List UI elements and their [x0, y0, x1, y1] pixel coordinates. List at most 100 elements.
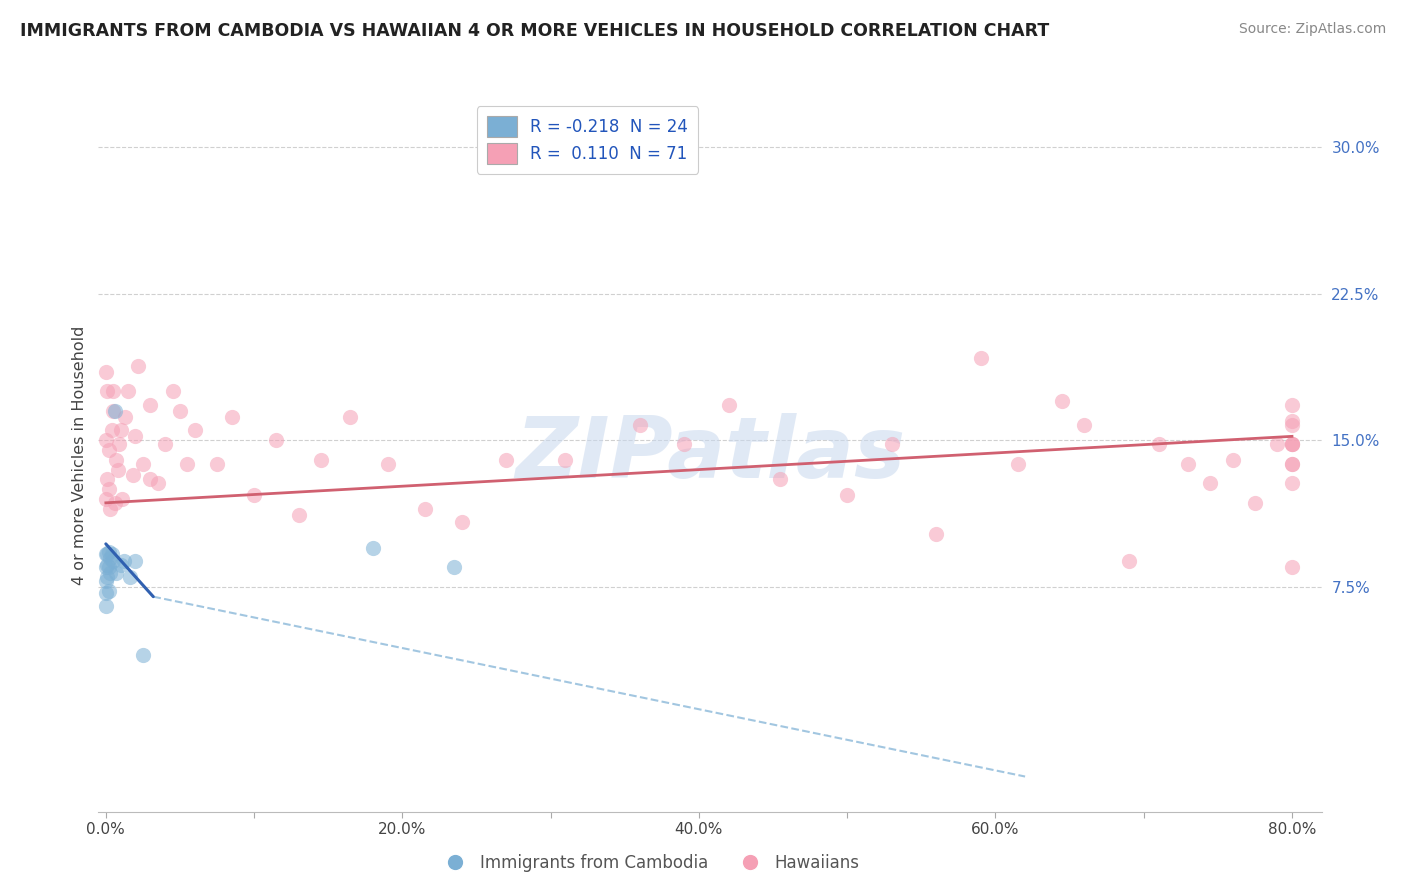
- Point: [769, 472, 792, 486]
- Point: [103, 384, 125, 399]
- Point: [413, 501, 436, 516]
- Point: [132, 457, 155, 471]
- Point: [1281, 437, 1303, 451]
- Point: [837, 488, 859, 502]
- Point: [377, 457, 399, 471]
- Point: [361, 541, 384, 555]
- Point: [1199, 476, 1222, 491]
- Point: [205, 457, 228, 471]
- Point: [97, 443, 120, 458]
- Point: [105, 566, 128, 581]
- Point: [107, 462, 129, 476]
- Point: [1281, 417, 1303, 432]
- Point: [97, 560, 120, 574]
- Text: Source: ZipAtlas.com: Source: ZipAtlas.com: [1239, 22, 1386, 37]
- Point: [112, 554, 135, 568]
- Point: [94, 547, 117, 561]
- Point: [100, 424, 122, 438]
- Point: [96, 384, 118, 399]
- Point: [495, 452, 517, 467]
- Point: [1222, 452, 1244, 467]
- Point: [1007, 457, 1029, 471]
- Point: [96, 558, 118, 573]
- Point: [94, 434, 117, 448]
- Point: [127, 359, 149, 373]
- Point: [1281, 476, 1303, 491]
- Point: [121, 468, 143, 483]
- Point: [554, 452, 576, 467]
- Point: [104, 496, 127, 510]
- Point: [118, 570, 141, 584]
- Point: [124, 429, 146, 443]
- Point: [309, 452, 332, 467]
- Point: [1073, 417, 1095, 432]
- Point: [162, 384, 184, 399]
- Point: [1281, 398, 1303, 412]
- Point: [114, 409, 136, 424]
- Point: [1177, 457, 1199, 471]
- Point: [1281, 457, 1303, 471]
- Point: [97, 544, 120, 558]
- Point: [880, 437, 903, 451]
- Point: [108, 437, 131, 451]
- Point: [1050, 394, 1073, 409]
- Point: [1118, 554, 1140, 568]
- Point: [124, 554, 146, 568]
- Point: [969, 351, 991, 366]
- Point: [176, 457, 198, 471]
- Text: IMMIGRANTS FROM CAMBODIA VS HAWAIIAN 4 OR MORE VEHICLES IN HOUSEHOLD CORRELATION: IMMIGRANTS FROM CAMBODIA VS HAWAIIAN 4 O…: [20, 22, 1049, 40]
- Point: [139, 472, 162, 486]
- Y-axis label: 4 or more Vehicles in Household: 4 or more Vehicles in Household: [72, 326, 87, 584]
- Point: [103, 404, 125, 418]
- Point: [243, 488, 266, 502]
- Point: [339, 409, 361, 424]
- Text: ZIPatlas: ZIPatlas: [515, 413, 905, 497]
- Point: [443, 560, 465, 574]
- Point: [103, 554, 125, 568]
- Point: [287, 508, 309, 522]
- Point: [97, 482, 120, 496]
- Point: [98, 501, 121, 516]
- Point: [1281, 414, 1303, 428]
- Point: [1281, 437, 1303, 451]
- Point: [1281, 457, 1303, 471]
- Point: [132, 648, 155, 663]
- Point: [98, 566, 121, 581]
- Legend: Immigrants from Cambodia, Hawaiians: Immigrants from Cambodia, Hawaiians: [432, 847, 866, 879]
- Point: [94, 586, 117, 600]
- Point: [139, 398, 162, 412]
- Point: [1281, 437, 1303, 451]
- Point: [1244, 496, 1267, 510]
- Point: [110, 558, 132, 573]
- Point: [94, 560, 117, 574]
- Point: [117, 384, 139, 399]
- Point: [98, 550, 121, 565]
- Point: [1265, 437, 1288, 451]
- Point: [105, 452, 128, 467]
- Point: [153, 437, 176, 451]
- Point: [1147, 437, 1170, 451]
- Point: [925, 527, 948, 541]
- Point: [94, 365, 117, 379]
- Point: [221, 409, 243, 424]
- Point: [111, 491, 134, 506]
- Point: [94, 599, 117, 614]
- Point: [104, 404, 127, 418]
- Point: [169, 404, 191, 418]
- Point: [146, 476, 169, 491]
- Point: [1281, 560, 1303, 574]
- Point: [110, 424, 132, 438]
- Point: [628, 417, 651, 432]
- Point: [94, 574, 117, 588]
- Point: [184, 424, 207, 438]
- Point: [450, 516, 472, 530]
- Point: [673, 437, 696, 451]
- Point: [97, 583, 120, 598]
- Point: [96, 570, 118, 584]
- Point: [96, 472, 118, 486]
- Point: [96, 547, 118, 561]
- Point: [94, 491, 117, 506]
- Point: [266, 434, 288, 448]
- Point: [100, 547, 122, 561]
- Point: [717, 398, 740, 412]
